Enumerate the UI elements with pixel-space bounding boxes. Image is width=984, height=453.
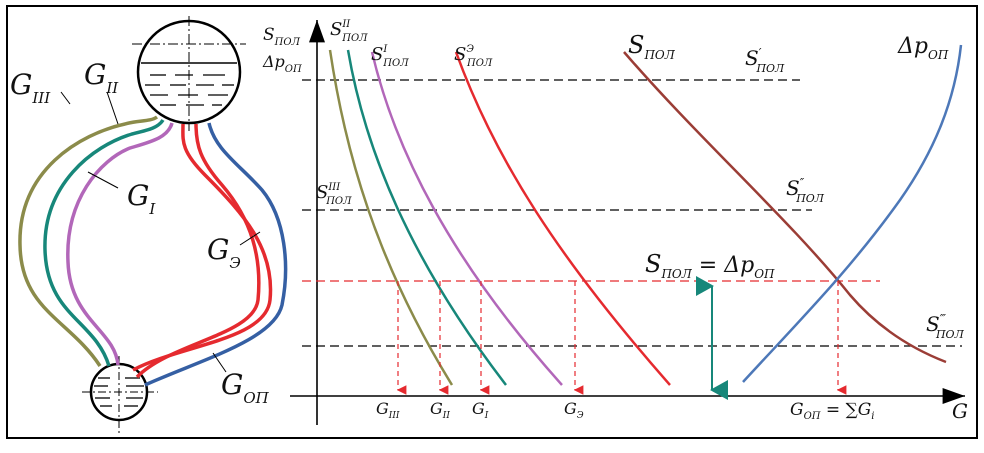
label-ge: GЭ <box>207 233 241 272</box>
curve-s1 <box>370 51 563 386</box>
sum-label: GОП = ∑Gi <box>790 400 875 422</box>
label-s2: SII ПОЛ <box>330 19 368 44</box>
x-tick-g3: GIII <box>376 399 400 421</box>
x-tick-g1: GI <box>472 399 489 421</box>
upper-drum <box>132 16 246 131</box>
label-goa: GОП <box>221 368 270 407</box>
y-axis-label: SПОЛ <box>263 25 301 48</box>
label-s-dprime: S″ ПОЛ <box>786 176 825 205</box>
y-axis-label-dp: ΔpОП <box>262 52 302 75</box>
label-g3: GIII <box>10 68 51 107</box>
curve-dp <box>742 44 963 383</box>
label-s3: SIII ПОЛ <box>316 182 352 207</box>
equality-label: SПОЛ = ΔpОП <box>645 250 775 281</box>
boiler-schematic: GIII GII GI GЭ GОП <box>10 16 288 436</box>
label-s1: SI ПОЛ <box>371 44 409 69</box>
label-se: SЭ ПОЛ <box>454 44 493 69</box>
curve-s-pol <box>623 51 947 364</box>
tube-ge-b <box>135 123 261 379</box>
curve-s2 <box>346 49 507 386</box>
label-dp: ΔpОП <box>897 34 949 62</box>
tube-g1 <box>66 122 174 366</box>
tube-g2 <box>43 118 165 367</box>
outer-frame <box>6 5 978 439</box>
x-tick-ge: GЭ <box>564 399 584 421</box>
label-g1: GI <box>127 179 156 218</box>
label-g2: GII <box>84 58 119 97</box>
curve-se <box>454 51 671 386</box>
label-s-prime: S′ ПОЛ <box>745 46 785 75</box>
label-s-pol: SПОЛ <box>628 31 676 62</box>
tube-g3 <box>18 115 159 367</box>
x-axis-label: G <box>952 399 968 423</box>
label-s-tprime: S‴ ПОЛ <box>926 312 965 341</box>
tube-ge-a <box>132 123 273 372</box>
x-tick-g2: GII <box>430 399 450 421</box>
curve-s3 <box>328 49 454 386</box>
tube-goa <box>144 122 288 387</box>
characteristics-chart: SПОЛ ΔpОП G SII ПОЛ SI ПОЛ SЭ ПОЛ SIII ПОЛ S… <box>262 19 968 425</box>
